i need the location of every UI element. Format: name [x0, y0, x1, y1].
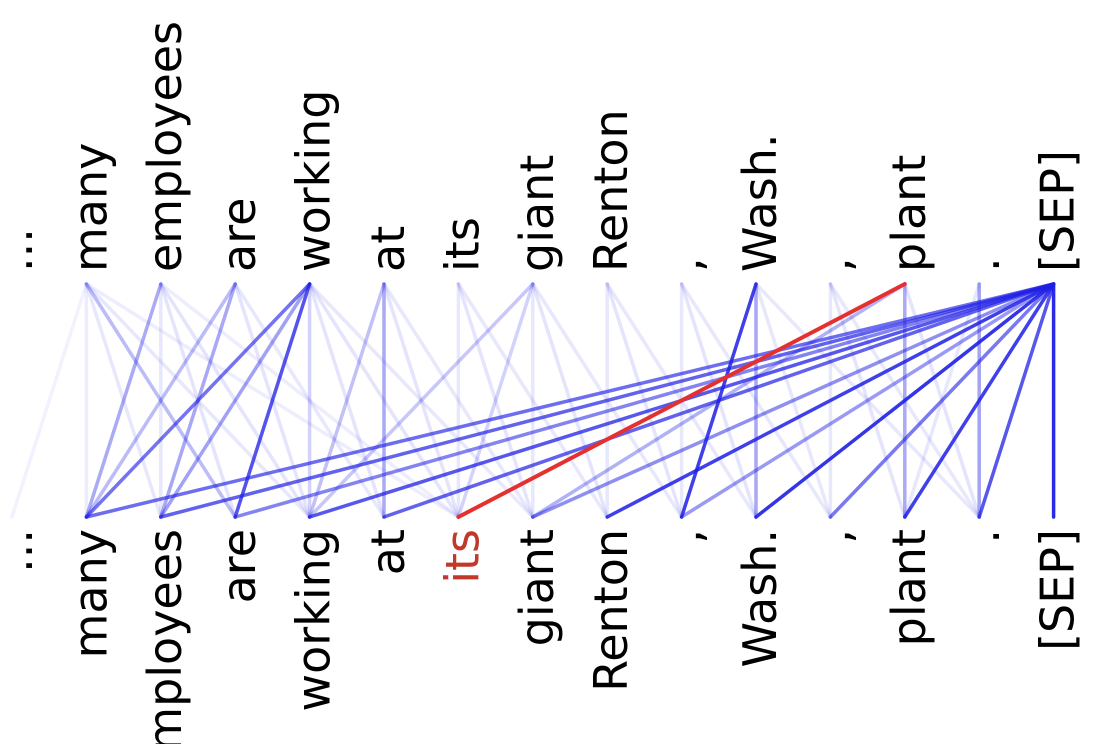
bottom-token: employees	[138, 529, 192, 744]
highlight-edge	[456, 282, 907, 519]
attention-edges	[10, 282, 1056, 519]
attention-edge	[977, 282, 1056, 519]
bottom-token: working	[287, 529, 341, 711]
attention-edge	[159, 282, 1056, 519]
attention-edge	[159, 282, 237, 519]
attention-edge	[828, 282, 1056, 519]
attention-edge	[84, 282, 237, 519]
attention-edge	[233, 282, 1056, 519]
attention-edge	[159, 282, 312, 519]
top-token: plant	[882, 155, 936, 272]
attention-edge	[903, 282, 1056, 519]
bottom-token: ...	[0, 529, 43, 573]
focus-token: its	[435, 529, 489, 584]
bottom-token: at	[361, 529, 415, 575]
top-token-row: ... many employees are working at its giant Rent…	[0, 21, 1085, 272]
top-token: working	[287, 90, 341, 272]
bottom-token: many	[63, 529, 117, 658]
bottom-token: plant	[882, 529, 936, 646]
bottom-token: .	[956, 529, 1010, 544]
top-token: many	[63, 143, 117, 272]
bottom-token: Wash.	[733, 529, 787, 667]
bottom-token: Renton	[584, 529, 638, 692]
attention-edge	[754, 282, 1056, 519]
attention-edge	[84, 282, 163, 519]
attention-edge	[754, 282, 981, 519]
top-token: ,	[807, 257, 861, 272]
attention-edge	[233, 282, 386, 519]
attention-edge	[828, 282, 907, 519]
attention-edge	[84, 282, 1056, 519]
attention-edge	[382, 282, 535, 519]
top-token: giant	[510, 155, 564, 272]
bottom-token: giant	[510, 529, 564, 646]
top-token: at	[361, 226, 415, 272]
attention-edge	[307, 282, 535, 519]
top-token: Renton	[584, 109, 638, 272]
bottom-token: are	[212, 529, 266, 603]
bottom-token: [SEP]	[1031, 529, 1085, 651]
attention-edge	[456, 282, 609, 519]
attention-edge	[159, 282, 461, 519]
attention-edge	[679, 282, 1056, 519]
attention-edge	[456, 282, 535, 519]
attention-edge	[84, 282, 163, 519]
top-token: ...	[0, 228, 43, 272]
attention-edge	[382, 282, 1056, 519]
top-token: its	[435, 217, 489, 272]
bottom-token: ,	[659, 529, 713, 544]
attention-edge	[605, 282, 1056, 519]
top-token: Wash.	[733, 134, 787, 272]
attention-edge	[10, 282, 89, 519]
top-token: [SEP]	[1031, 150, 1085, 272]
top-token: are	[212, 198, 266, 272]
attention-edge	[531, 282, 1056, 519]
top-token: employees	[138, 21, 192, 272]
attention-edge	[382, 282, 461, 519]
bottom-token: ,	[807, 529, 861, 544]
attention-edge	[456, 282, 535, 519]
attention-edge	[307, 282, 386, 519]
bottom-token-row: ... many employees are working at its giant Rent…	[0, 529, 1085, 744]
attention-edge	[84, 282, 237, 519]
attention-edge	[84, 282, 237, 519]
attention-edge	[159, 282, 312, 519]
attention-edge	[84, 282, 312, 519]
top-token: .	[956, 257, 1010, 272]
top-token: ,	[659, 257, 713, 272]
